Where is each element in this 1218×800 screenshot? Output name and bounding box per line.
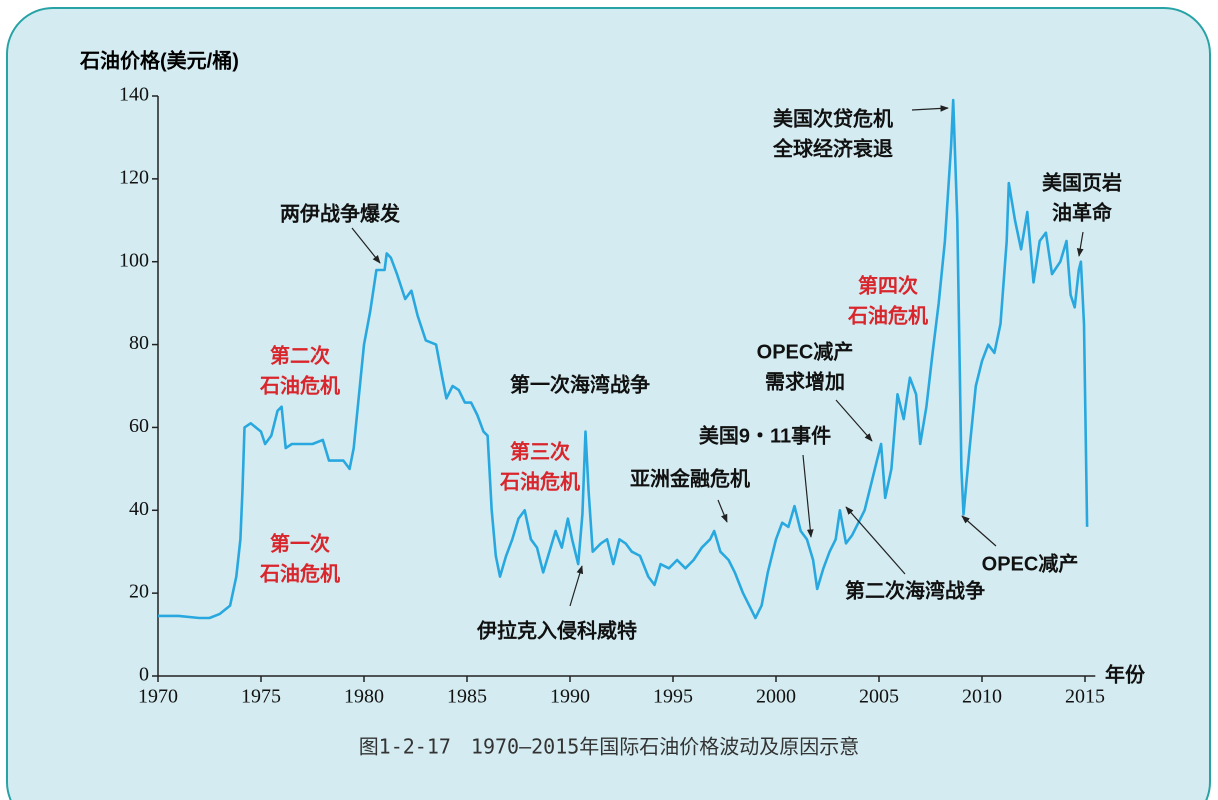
x-tick-label: 2005 — [859, 686, 899, 708]
x-tick-label: 2015 — [1065, 686, 1105, 708]
annotation: 亚洲金融危机 — [630, 466, 750, 490]
x-tick-label: 1970 — [138, 686, 178, 708]
annotation-arrow — [1076, 231, 1084, 257]
annotation: 石油危机 — [499, 469, 580, 493]
y-axis-label: 石油价格(美元/桶) — [79, 48, 239, 72]
price-line — [158, 98, 1089, 620]
annotation-arrow — [569, 565, 584, 607]
annotation: 美国页岩 — [1042, 170, 1122, 194]
annotation: 石油危机 — [259, 561, 340, 585]
x-tick-label: 2000 — [756, 686, 796, 708]
annotation: OPEC减产 — [982, 551, 1079, 575]
x-tick-label: 1995 — [653, 686, 693, 708]
panel — [6, 7, 1211, 800]
annotation-arrow — [961, 515, 997, 547]
x-tick-label: 2010 — [962, 686, 1002, 708]
annotation-arrow — [351, 227, 381, 264]
annotation: 第二次海湾战争 — [845, 578, 985, 602]
annotation: 油革命 — [1052, 200, 1113, 224]
y-tick-label: 140 — [119, 84, 149, 106]
y-tick-label: 100 — [119, 249, 149, 271]
annotation-arrow — [911, 105, 949, 112]
annotation-arrow — [717, 499, 728, 523]
y-tick-label: 60 — [129, 415, 149, 437]
annotation: 石油危机 — [847, 303, 928, 327]
annotation: 美国次贷危机 — [773, 106, 893, 130]
annotation: 第三次 — [510, 439, 570, 463]
annotation: 第二次 — [270, 343, 330, 367]
x-tick-label: 1980 — [344, 686, 384, 708]
annotation: 美国9・11事件 — [699, 423, 831, 447]
annotation: 伊拉克入侵科威特 — [476, 618, 637, 642]
annotation: 石油危机 — [259, 373, 340, 397]
x-tick-label: 1990 — [550, 686, 590, 708]
annotation: 需求增加 — [765, 369, 845, 393]
x-axis-label: 年份 — [1105, 662, 1146, 686]
annotation: 第一次 — [270, 531, 330, 555]
annotation-arrow — [835, 399, 873, 442]
annotation-arrow — [845, 506, 906, 575]
y-tick-label: 120 — [119, 166, 149, 188]
annotation-arrow — [802, 454, 814, 538]
x-tick-label: 1975 — [241, 686, 281, 708]
y-tick-label: 20 — [129, 581, 149, 603]
annotation: 第四次 — [858, 273, 918, 297]
annotation: 两伊战争爆发 — [280, 201, 401, 225]
annotation: 第一次海湾战争 — [510, 372, 650, 396]
annotation: 全球经济衰退 — [772, 136, 893, 160]
x-tick-label: 1985 — [447, 686, 487, 708]
caption: 图1-2-17 1970—2015年国际石油价格波动及原因示意 — [359, 735, 860, 759]
y-tick-label: 80 — [129, 332, 149, 354]
annotation: OPEC减产 — [757, 339, 854, 363]
y-tick-label: 0 — [139, 664, 149, 686]
y-tick-label: 40 — [129, 498, 149, 520]
